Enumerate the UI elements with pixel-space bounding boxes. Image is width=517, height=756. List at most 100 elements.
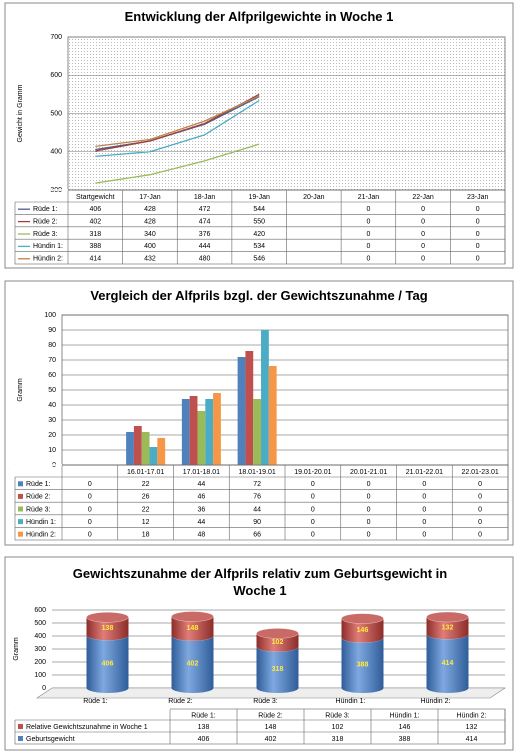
value-label: 402 xyxy=(187,661,199,668)
value-label: 318 xyxy=(272,666,284,673)
bar xyxy=(189,396,198,465)
table-value: 318 xyxy=(89,231,101,238)
y-tick-label: 40 xyxy=(48,402,56,409)
table-value: 0 xyxy=(367,494,371,501)
table-value: 0 xyxy=(476,218,480,225)
bar xyxy=(149,447,158,465)
table-value: 402 xyxy=(89,218,101,225)
table-header: 22-Jan xyxy=(412,194,434,201)
legend-label: Relative Gewichtszunahme in Woche 1 xyxy=(26,724,148,731)
y-tick-label: 200 xyxy=(34,659,46,666)
table-value: 0 xyxy=(311,532,315,539)
table-value: 420 xyxy=(253,231,265,238)
bar xyxy=(426,634,469,688)
legend-label: Hündin 1: xyxy=(26,519,56,526)
table-value: 480 xyxy=(199,256,211,263)
legend-label: Rüde 1: xyxy=(26,481,51,488)
table-value: 432 xyxy=(144,256,156,263)
table-value: 0 xyxy=(88,494,92,501)
table-header: 22.01-23.01 xyxy=(461,469,498,476)
table-value: 0 xyxy=(422,519,426,526)
table-value: 46 xyxy=(197,494,205,501)
table-value: 0 xyxy=(366,256,370,263)
bar xyxy=(157,438,166,465)
y-tick-label: 0 xyxy=(42,685,46,692)
table-value: 132 xyxy=(466,724,478,731)
y-tick-label: 400 xyxy=(50,149,62,156)
value-label: 406 xyxy=(102,660,114,667)
table-value: 388 xyxy=(89,243,101,250)
table-value: 428 xyxy=(144,218,156,225)
y-tick-label: 90 xyxy=(48,327,56,334)
bar xyxy=(341,637,384,688)
table-header: 23-Jan xyxy=(467,194,489,201)
table-value: 22 xyxy=(142,506,150,513)
table-header: Hündin 1: xyxy=(390,712,420,719)
legend-key xyxy=(18,493,23,499)
table-value: 0 xyxy=(422,532,426,539)
table-value: 0 xyxy=(311,506,315,513)
value-label: 138 xyxy=(102,625,114,632)
table-header: Rüde 3: xyxy=(325,712,350,719)
bar xyxy=(86,635,129,688)
table-header: Rüde 2: xyxy=(258,712,283,719)
value-label: 148 xyxy=(187,625,199,632)
legend-label: Hündin 1: xyxy=(33,243,63,250)
legend-label: Rüde 1: xyxy=(33,206,58,213)
table-header: Rüde 1: xyxy=(191,712,216,719)
table-value: 0 xyxy=(367,506,371,513)
table-value: 72 xyxy=(253,481,261,488)
table-value: 0 xyxy=(367,481,371,488)
table-value: 550 xyxy=(253,218,265,225)
table-value: 0 xyxy=(366,231,370,238)
y-tick-label: 20 xyxy=(48,432,56,439)
table-header: 19-Jan xyxy=(248,194,270,201)
table-value: 340 xyxy=(144,231,156,238)
x-tick-label: Rüde 3: xyxy=(253,698,278,705)
table-value: 0 xyxy=(478,481,482,488)
table-value: 0 xyxy=(367,532,371,539)
x-tick-label: Hündin 1: xyxy=(336,698,366,705)
table-value: 0 xyxy=(421,218,425,225)
bar xyxy=(341,618,384,638)
table-value: 0 xyxy=(421,243,425,250)
cylinder-top xyxy=(171,611,214,622)
bar xyxy=(197,411,206,465)
table-header: 16.01-17.01 xyxy=(127,469,164,476)
bar xyxy=(256,646,299,688)
y-tick-label: 100 xyxy=(44,312,56,319)
table-value: 18 xyxy=(142,532,150,539)
table-header: 20.01-21.01 xyxy=(350,469,387,476)
legend-label: Rüde 2: xyxy=(26,494,51,501)
legend-key xyxy=(18,519,23,525)
table-value: 0 xyxy=(476,206,480,213)
table-value: 388 xyxy=(399,736,411,743)
table-value: 0 xyxy=(478,532,482,539)
cylinder-top xyxy=(256,628,299,639)
table-value: 0 xyxy=(476,243,480,250)
table-value: 76 xyxy=(253,494,261,501)
table-value: 376 xyxy=(199,231,211,238)
y-tick-label: 500 xyxy=(34,620,46,627)
bar xyxy=(141,432,150,465)
table-value: 0 xyxy=(88,519,92,526)
table-value: 0 xyxy=(478,519,482,526)
cylinder-top xyxy=(426,611,469,623)
bar xyxy=(171,635,214,688)
table-header: 21-Jan xyxy=(358,194,380,201)
table-value: 0 xyxy=(367,519,371,526)
table-value: 44 xyxy=(253,506,261,513)
table-value: 0 xyxy=(366,243,370,250)
y-tick-label: 50 xyxy=(48,387,56,394)
bar xyxy=(181,399,190,465)
table-value: 414 xyxy=(89,256,101,263)
table-value: 0 xyxy=(422,506,426,513)
table-value: 0 xyxy=(478,494,482,501)
table-header: 19.01-20.01 xyxy=(294,469,331,476)
table-value: 36 xyxy=(197,506,205,513)
chart-title: Vergleich der Alfprils bzgl. der Gewicht… xyxy=(90,288,428,303)
table-value: 428 xyxy=(144,206,156,213)
table-value: 146 xyxy=(399,724,411,731)
table-value: 402 xyxy=(265,736,277,743)
